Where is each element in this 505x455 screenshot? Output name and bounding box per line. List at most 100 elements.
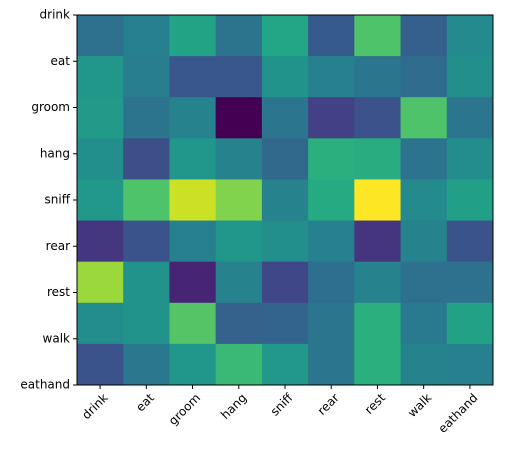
y-tick-label-eathand: eathand bbox=[20, 378, 70, 392]
x-tick-label-rest: rest bbox=[362, 390, 388, 416]
heatmap-cell-eat-drink bbox=[77, 56, 124, 98]
x-tick-label-walk: walk bbox=[405, 391, 434, 420]
heatmap-cell-rear-eathand bbox=[446, 220, 494, 263]
heatmap-cell-drink-drink bbox=[77, 15, 124, 57]
heatmap-cell-drink-eat bbox=[123, 15, 170, 57]
heatmap-cell-rear-rest bbox=[354, 220, 402, 263]
heatmap-cell-rest-eathand bbox=[446, 261, 494, 304]
heatmap-cell-hang-eathand bbox=[446, 138, 494, 180]
heatmap-cell-eathand-eat bbox=[123, 343, 170, 386]
heatmap-cell-rest-groom bbox=[169, 261, 217, 304]
heatmap-cell-rear-rear bbox=[308, 220, 355, 263]
heatmap-cell-rest-hang bbox=[215, 261, 263, 304]
heatmap-cell-sniff-groom bbox=[169, 179, 217, 222]
heatmap-cell-rest-eat bbox=[123, 261, 170, 304]
heatmap-cell-eathand-eathand bbox=[446, 343, 494, 386]
heatmap-cell-walk-eathand bbox=[446, 302, 494, 345]
x-tick-label-drink: drink bbox=[79, 391, 110, 422]
heatmap-cell-eat-rear bbox=[308, 56, 355, 98]
heatmap-cell-sniff-rear bbox=[308, 179, 355, 222]
heatmap-cell-sniff-drink bbox=[77, 179, 124, 222]
y-tick-label-drink: drink bbox=[40, 8, 70, 22]
heatmap-cell-groom-hang bbox=[215, 97, 263, 139]
y-tick-label-hang: hang bbox=[40, 146, 70, 160]
y-tick-label-eat: eat bbox=[51, 54, 71, 68]
heatmap-cell-eathand-drink bbox=[77, 343, 124, 386]
heatmap-cell-hang-walk bbox=[400, 138, 448, 180]
heatmap-cell-sniff-eat bbox=[123, 179, 170, 222]
heatmap-cell-eat-rest bbox=[354, 56, 402, 98]
x-tick-label-groom: groom bbox=[166, 391, 203, 428]
heatmap-cell-hang-rear bbox=[308, 138, 355, 180]
heatmap-cell-eat-eat bbox=[123, 56, 170, 98]
heatmap-cell-rest-sniff bbox=[261, 261, 309, 304]
heatmap-cell-rest-drink bbox=[77, 261, 124, 304]
heatmap-cells bbox=[77, 15, 494, 386]
heatmap-cell-eat-sniff bbox=[261, 56, 309, 98]
heatmap-cell-hang-rest bbox=[354, 138, 402, 180]
heatmap-cell-walk-sniff bbox=[261, 302, 309, 345]
heatmap-cell-rear-eat bbox=[123, 220, 170, 263]
heatmap-cell-groom-rear bbox=[308, 97, 355, 139]
x-axis: drink eat groom hang sniff rear rest walk eathan… bbox=[79, 385, 480, 436]
heatmap-cell-sniff-eathand bbox=[446, 179, 494, 222]
heatmap-cell-hang-groom bbox=[169, 138, 217, 180]
heatmap-cell-sniff-walk bbox=[400, 179, 448, 222]
heatmap-cell-groom-walk bbox=[400, 97, 448, 139]
heatmap-cell-hang-drink bbox=[77, 138, 124, 180]
heatmap-cell-rear-groom bbox=[169, 220, 217, 263]
y-tick-label-groom: groom bbox=[31, 100, 70, 114]
x-tick-label-sniff: sniff bbox=[268, 390, 296, 418]
heatmap-cell-eathand-sniff bbox=[261, 343, 309, 386]
heatmap-cell-walk-rest bbox=[354, 302, 402, 345]
heatmap-cell-rest-rear bbox=[308, 261, 355, 304]
heatmap-cell-drink-rear bbox=[308, 15, 355, 57]
heatmap-cell-groom-rest bbox=[354, 97, 402, 139]
heatmap-cell-drink-groom bbox=[169, 15, 217, 57]
y-tick-label-rest: rest bbox=[47, 285, 70, 299]
heatmap-cell-eat-walk bbox=[400, 56, 448, 98]
heatmap-cell-groom-eat bbox=[123, 97, 170, 139]
heatmap-cell-groom-eathand bbox=[446, 97, 494, 139]
heatmap-cell-hang-hang bbox=[215, 138, 263, 180]
heatmap-cell-eat-eathand bbox=[446, 56, 494, 98]
heatmap-cell-rear-walk bbox=[400, 220, 448, 263]
heatmap-cell-walk-hang bbox=[215, 302, 263, 345]
heatmap-cell-eat-hang bbox=[215, 56, 263, 98]
heatmap-cell-groom-groom bbox=[169, 97, 217, 139]
heatmap-cell-walk-eat bbox=[123, 302, 170, 345]
heatmap-cell-eathand-rest bbox=[354, 343, 402, 386]
heatmap-cell-drink-hang bbox=[215, 15, 263, 57]
heatmap-cell-drink-eathand bbox=[446, 15, 494, 57]
heatmap-cell-eathand-hang bbox=[215, 343, 263, 386]
heatmap-cell-drink-sniff bbox=[261, 15, 309, 57]
x-tick-label-eathand: eathand bbox=[435, 391, 480, 436]
heatmap-cell-sniff-rest bbox=[354, 179, 402, 222]
x-tick-label-rear: rear bbox=[315, 391, 342, 418]
y-axis: drink eat groom hang sniff rear rest walk eathan… bbox=[20, 8, 77, 392]
heatmap-cell-sniff-hang bbox=[215, 179, 263, 222]
y-tick-label-rear: rear bbox=[46, 239, 70, 253]
heatmap-cell-drink-rest bbox=[354, 15, 402, 57]
heatmap-cell-rest-walk bbox=[400, 261, 448, 304]
heatmap-cell-hang-sniff bbox=[261, 138, 309, 180]
heatmap-cell-rear-hang bbox=[215, 220, 263, 263]
heatmap-cell-rear-drink bbox=[77, 220, 124, 263]
y-tick-label-walk: walk bbox=[43, 331, 71, 345]
heatmap-cell-walk-walk bbox=[400, 302, 448, 345]
heatmap-cell-walk-drink bbox=[77, 302, 124, 345]
heatmap-cell-sniff-sniff bbox=[261, 179, 309, 222]
heatmap-cell-eat-groom bbox=[169, 56, 217, 98]
x-tick-label-eat: eat bbox=[133, 390, 157, 414]
x-tick-label-hang: hang bbox=[218, 391, 249, 422]
y-tick-label-sniff: sniff bbox=[45, 193, 71, 207]
heatmap-cell-drink-walk bbox=[400, 15, 448, 57]
heatmap-cell-eathand-groom bbox=[169, 343, 217, 386]
heatmap-cell-groom-sniff bbox=[261, 97, 309, 139]
heatmap-cell-walk-groom bbox=[169, 302, 217, 345]
heatmap-cell-eathand-rear bbox=[308, 343, 355, 386]
heatmap-cell-hang-eat bbox=[123, 138, 170, 180]
heatmap-cell-eathand-walk bbox=[400, 343, 448, 386]
heatmap-cell-rest-rest bbox=[354, 261, 402, 304]
